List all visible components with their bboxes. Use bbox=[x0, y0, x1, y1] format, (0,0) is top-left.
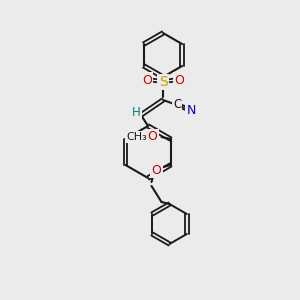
Text: N: N bbox=[186, 103, 196, 116]
Text: H: H bbox=[132, 106, 140, 118]
Text: O: O bbox=[142, 74, 152, 86]
Text: O: O bbox=[148, 130, 158, 143]
Text: O: O bbox=[174, 74, 184, 86]
Text: C: C bbox=[173, 98, 181, 112]
Text: O: O bbox=[152, 164, 161, 176]
Text: S: S bbox=[159, 75, 167, 89]
Text: CH₃: CH₃ bbox=[126, 132, 147, 142]
